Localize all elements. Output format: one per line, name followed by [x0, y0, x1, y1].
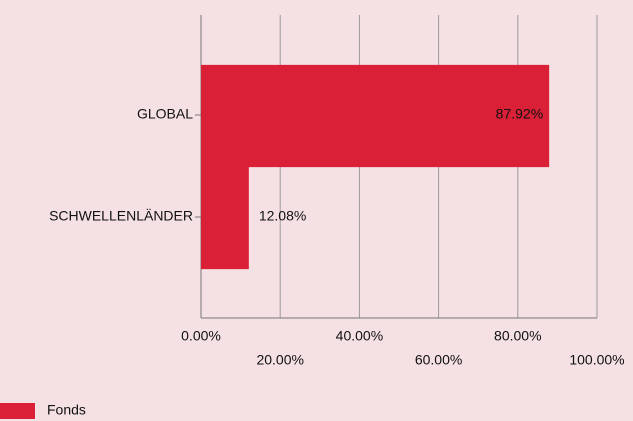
y-tick-label: SCHWELLENLÄNDER — [49, 208, 193, 224]
x-tick-label: 40.00% — [336, 328, 383, 344]
y-tick-label: GLOBAL — [137, 106, 193, 122]
x-tick-label: 0.00% — [181, 328, 221, 344]
bar — [201, 64, 550, 168]
legend-swatch — [0, 403, 35, 419]
value-label: 12.08% — [259, 208, 306, 224]
x-tick-label: 60.00% — [415, 352, 462, 368]
x-tick-label: 100.00% — [569, 352, 624, 368]
bar — [201, 166, 249, 270]
legend-label: Fonds — [47, 402, 86, 418]
x-tick-label: 20.00% — [256, 352, 303, 368]
x-tick-label: 80.00% — [494, 328, 541, 344]
value-label: 87.92% — [496, 106, 543, 122]
